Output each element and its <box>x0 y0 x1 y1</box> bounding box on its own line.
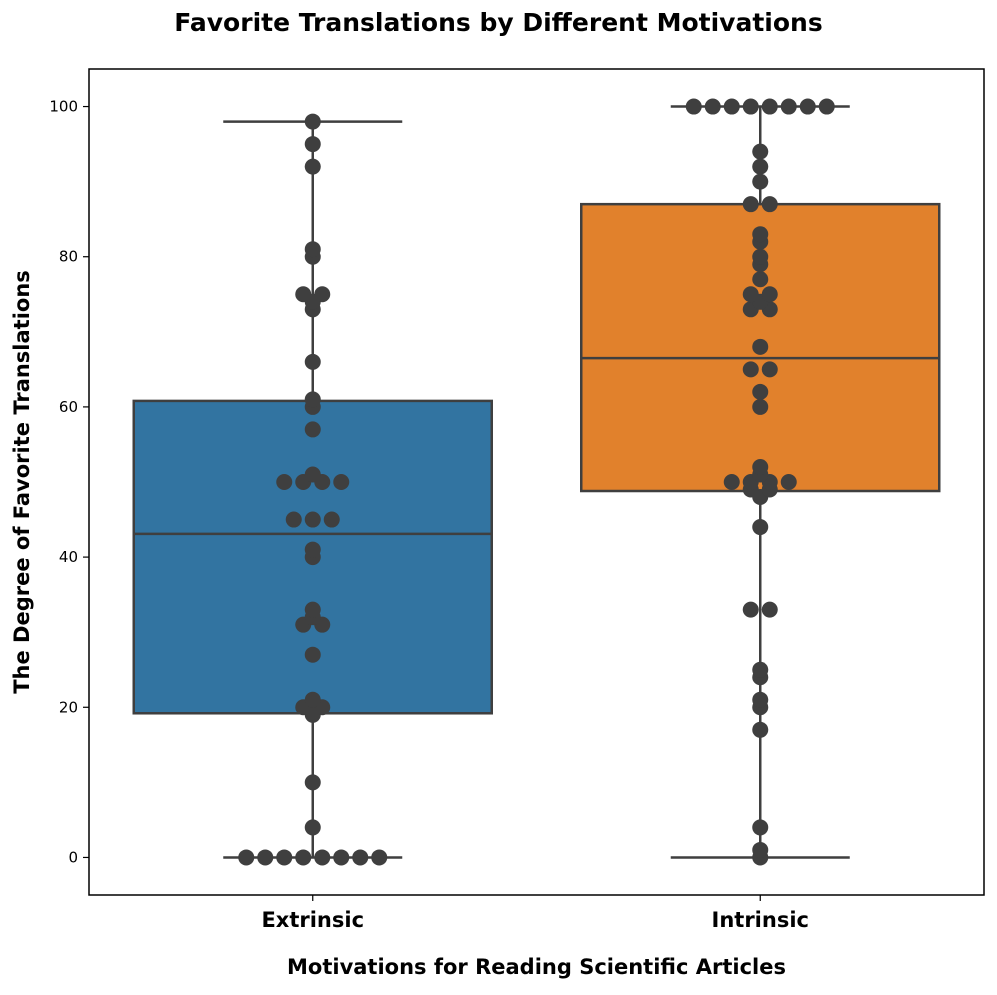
data-point <box>304 136 321 153</box>
data-point <box>752 338 769 355</box>
data-point <box>752 383 769 400</box>
data-point <box>723 98 740 115</box>
data-point <box>304 601 321 618</box>
data-point <box>752 271 769 288</box>
data-point <box>323 511 340 528</box>
data-point <box>304 241 321 258</box>
data-point <box>752 158 769 175</box>
data-point <box>257 849 274 866</box>
data-point <box>761 361 778 378</box>
data-point <box>295 849 312 866</box>
data-point <box>304 646 321 663</box>
data-point <box>304 113 321 130</box>
data-point <box>752 173 769 190</box>
data-point <box>761 98 778 115</box>
data-point <box>818 98 835 115</box>
x-tick-label: Extrinsic <box>261 908 364 932</box>
data-point <box>752 226 769 243</box>
data-point <box>304 541 321 558</box>
data-point <box>304 391 321 408</box>
data-point <box>238 849 255 866</box>
data-point <box>285 511 302 528</box>
data-point <box>371 849 388 866</box>
data-point <box>742 98 759 115</box>
y-tick-label: 100 <box>49 98 78 116</box>
data-point <box>752 661 769 678</box>
data-point <box>685 98 702 115</box>
data-point <box>752 691 769 708</box>
data-point <box>314 849 331 866</box>
data-point <box>742 361 759 378</box>
data-point <box>742 601 759 618</box>
chart-title: Favorite Translations by Different Motiv… <box>174 8 823 37</box>
data-point <box>295 286 312 303</box>
data-point <box>761 601 778 618</box>
data-point <box>752 721 769 738</box>
data-point <box>752 458 769 475</box>
data-point <box>333 849 350 866</box>
data-point <box>352 849 369 866</box>
data-point <box>752 398 769 415</box>
data-point <box>780 474 797 490</box>
data-point <box>761 196 778 213</box>
y-tick-label: 80 <box>59 248 78 266</box>
plot-frame <box>88 68 985 896</box>
data-point <box>752 248 769 265</box>
data-point <box>276 849 293 866</box>
data-point <box>276 474 293 490</box>
y-tick-label: 60 <box>59 398 78 416</box>
data-point <box>761 286 778 303</box>
data-point <box>304 158 321 175</box>
data-point <box>752 841 769 858</box>
data-point <box>304 353 321 370</box>
data-point <box>799 98 816 115</box>
data-point <box>304 691 321 708</box>
data-point <box>752 143 769 160</box>
y-tick-label: 20 <box>59 698 78 716</box>
data-point <box>752 819 769 836</box>
x-tick-label: Intrinsic <box>712 908 809 932</box>
y-tick-label: 40 <box>59 548 78 566</box>
data-point <box>304 421 321 438</box>
data-point <box>314 286 331 303</box>
data-point <box>752 519 769 536</box>
data-point <box>742 286 759 303</box>
data-point <box>304 819 321 836</box>
data-point <box>333 474 350 490</box>
data-point <box>304 511 321 528</box>
data-point <box>304 774 321 791</box>
data-point <box>704 98 721 115</box>
data-point <box>742 196 759 213</box>
x-axis-label: Motivations for Reading Scientific Artic… <box>287 955 786 979</box>
data-point <box>304 466 321 483</box>
data-point <box>723 474 740 490</box>
y-tick-label: 0 <box>68 848 78 866</box>
data-point <box>780 98 797 115</box>
